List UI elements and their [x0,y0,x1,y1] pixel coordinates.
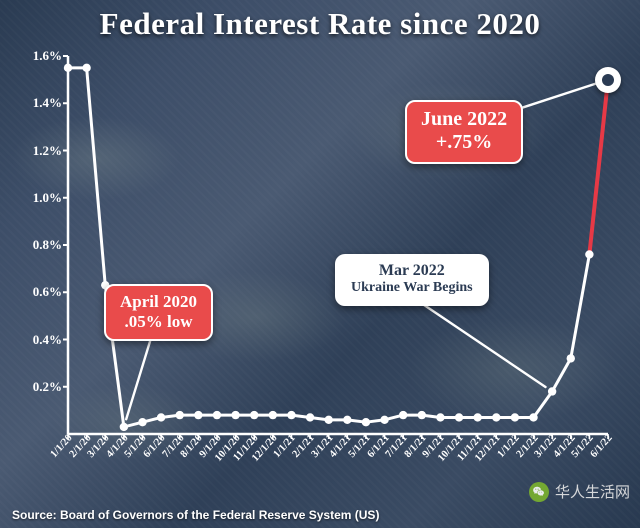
y-tick-label: 0.8% [33,237,62,253]
y-tick-label: 1.0% [33,190,62,206]
callout-line2: Ukraine War Begins [351,280,473,296]
y-tick-label: 1.6% [33,48,62,64]
chart-plot-area: 0.2%0.4%0.6%0.8%1.0%1.2%1.4%1.6%1/1/202/… [68,56,608,434]
y-tick-label: 0.2% [33,379,62,395]
callout-mar2022: Mar 2022Ukraine War Begins [335,254,489,306]
callout-june2022: June 2022+.75% [405,100,523,164]
callout-line2: +.75% [421,131,507,154]
callout-line1: Mar 2022 [351,262,473,280]
callout-line1: April 2020 [120,292,197,312]
y-tick-label: 1.4% [33,95,62,111]
y-tick-label: 1.2% [33,143,62,159]
wechat-icon [529,482,549,502]
chart-title: Federal Interest Rate since 2020 [0,6,640,42]
y-tick-label: 0.4% [33,332,62,348]
end-marker [595,67,621,93]
callout-line1: June 2022 [421,108,507,131]
callout-line2: .05% low [120,312,197,332]
y-tick-label: 0.6% [33,284,62,300]
source-attribution: Source: Board of Governors of the Federa… [12,508,379,522]
watermark: 华人生活网 [529,481,630,502]
line-chart-svg [68,56,608,434]
watermark-text: 华人生活网 [555,481,630,502]
callout-april2020: April 2020.05% low [104,284,213,341]
